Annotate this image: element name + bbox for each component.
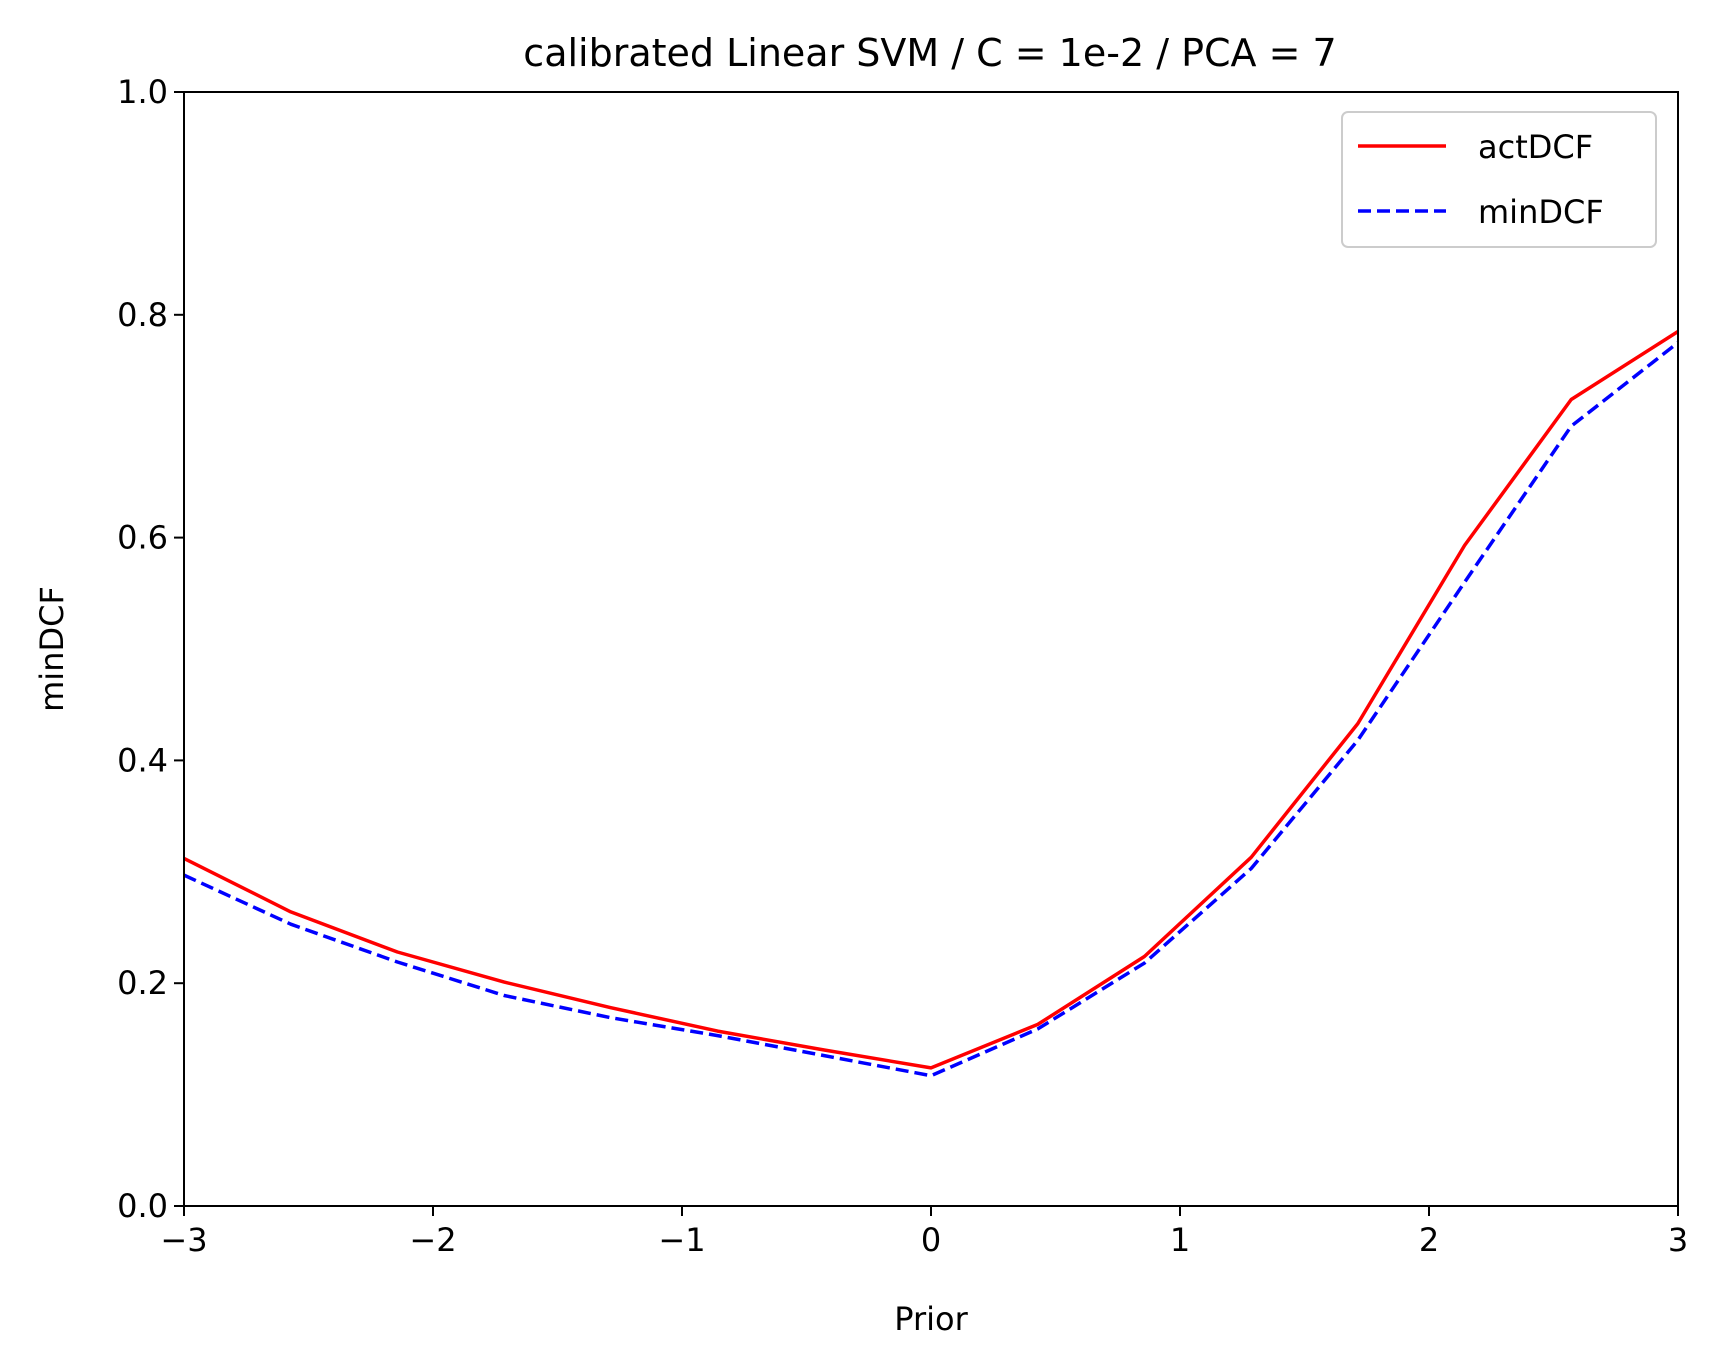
series-line-mindcf (183, 341, 1680, 1078)
y-axis-label: minDCF (33, 586, 71, 712)
plot-frame (183, 91, 1679, 1207)
chart-title: calibrated Linear SVM / C = 1e-2 / PCA =… (523, 31, 1336, 75)
x-tick-label: −2 (409, 1221, 456, 1259)
y-tick-label: 0.6 (117, 519, 168, 557)
x-tick-label: 3 (1668, 1221, 1688, 1259)
plot-series (183, 330, 1680, 1078)
x-tick-label: 1 (1170, 1221, 1190, 1259)
y-tick-label: 0.0 (117, 1187, 168, 1225)
x-axis-label: Prior (894, 1300, 968, 1338)
legend: actDCF minDCF (1341, 111, 1657, 248)
y-tick-label: 0.4 (117, 741, 168, 779)
x-tick-label: 0 (921, 1221, 941, 1259)
x-tick-label: −1 (658, 1221, 705, 1259)
y-tick-label: 1.0 (117, 73, 168, 111)
legend-label-mindcf: minDCF (1478, 193, 1604, 231)
series-line-actdcf (183, 330, 1679, 1070)
x-tick-label: −3 (160, 1221, 207, 1259)
legend-label-actdcf: actDCF (1478, 128, 1593, 166)
y-tick-label: 0.2 (117, 964, 168, 1002)
y-tick-label: 0.8 (117, 296, 168, 334)
x-tick-label: 2 (1419, 1221, 1439, 1259)
axis-ticks: −3 −2 −1 0 1 2 3 0.0 0.2 0.4 0.6 0.8 1.0 (117, 73, 1688, 1259)
